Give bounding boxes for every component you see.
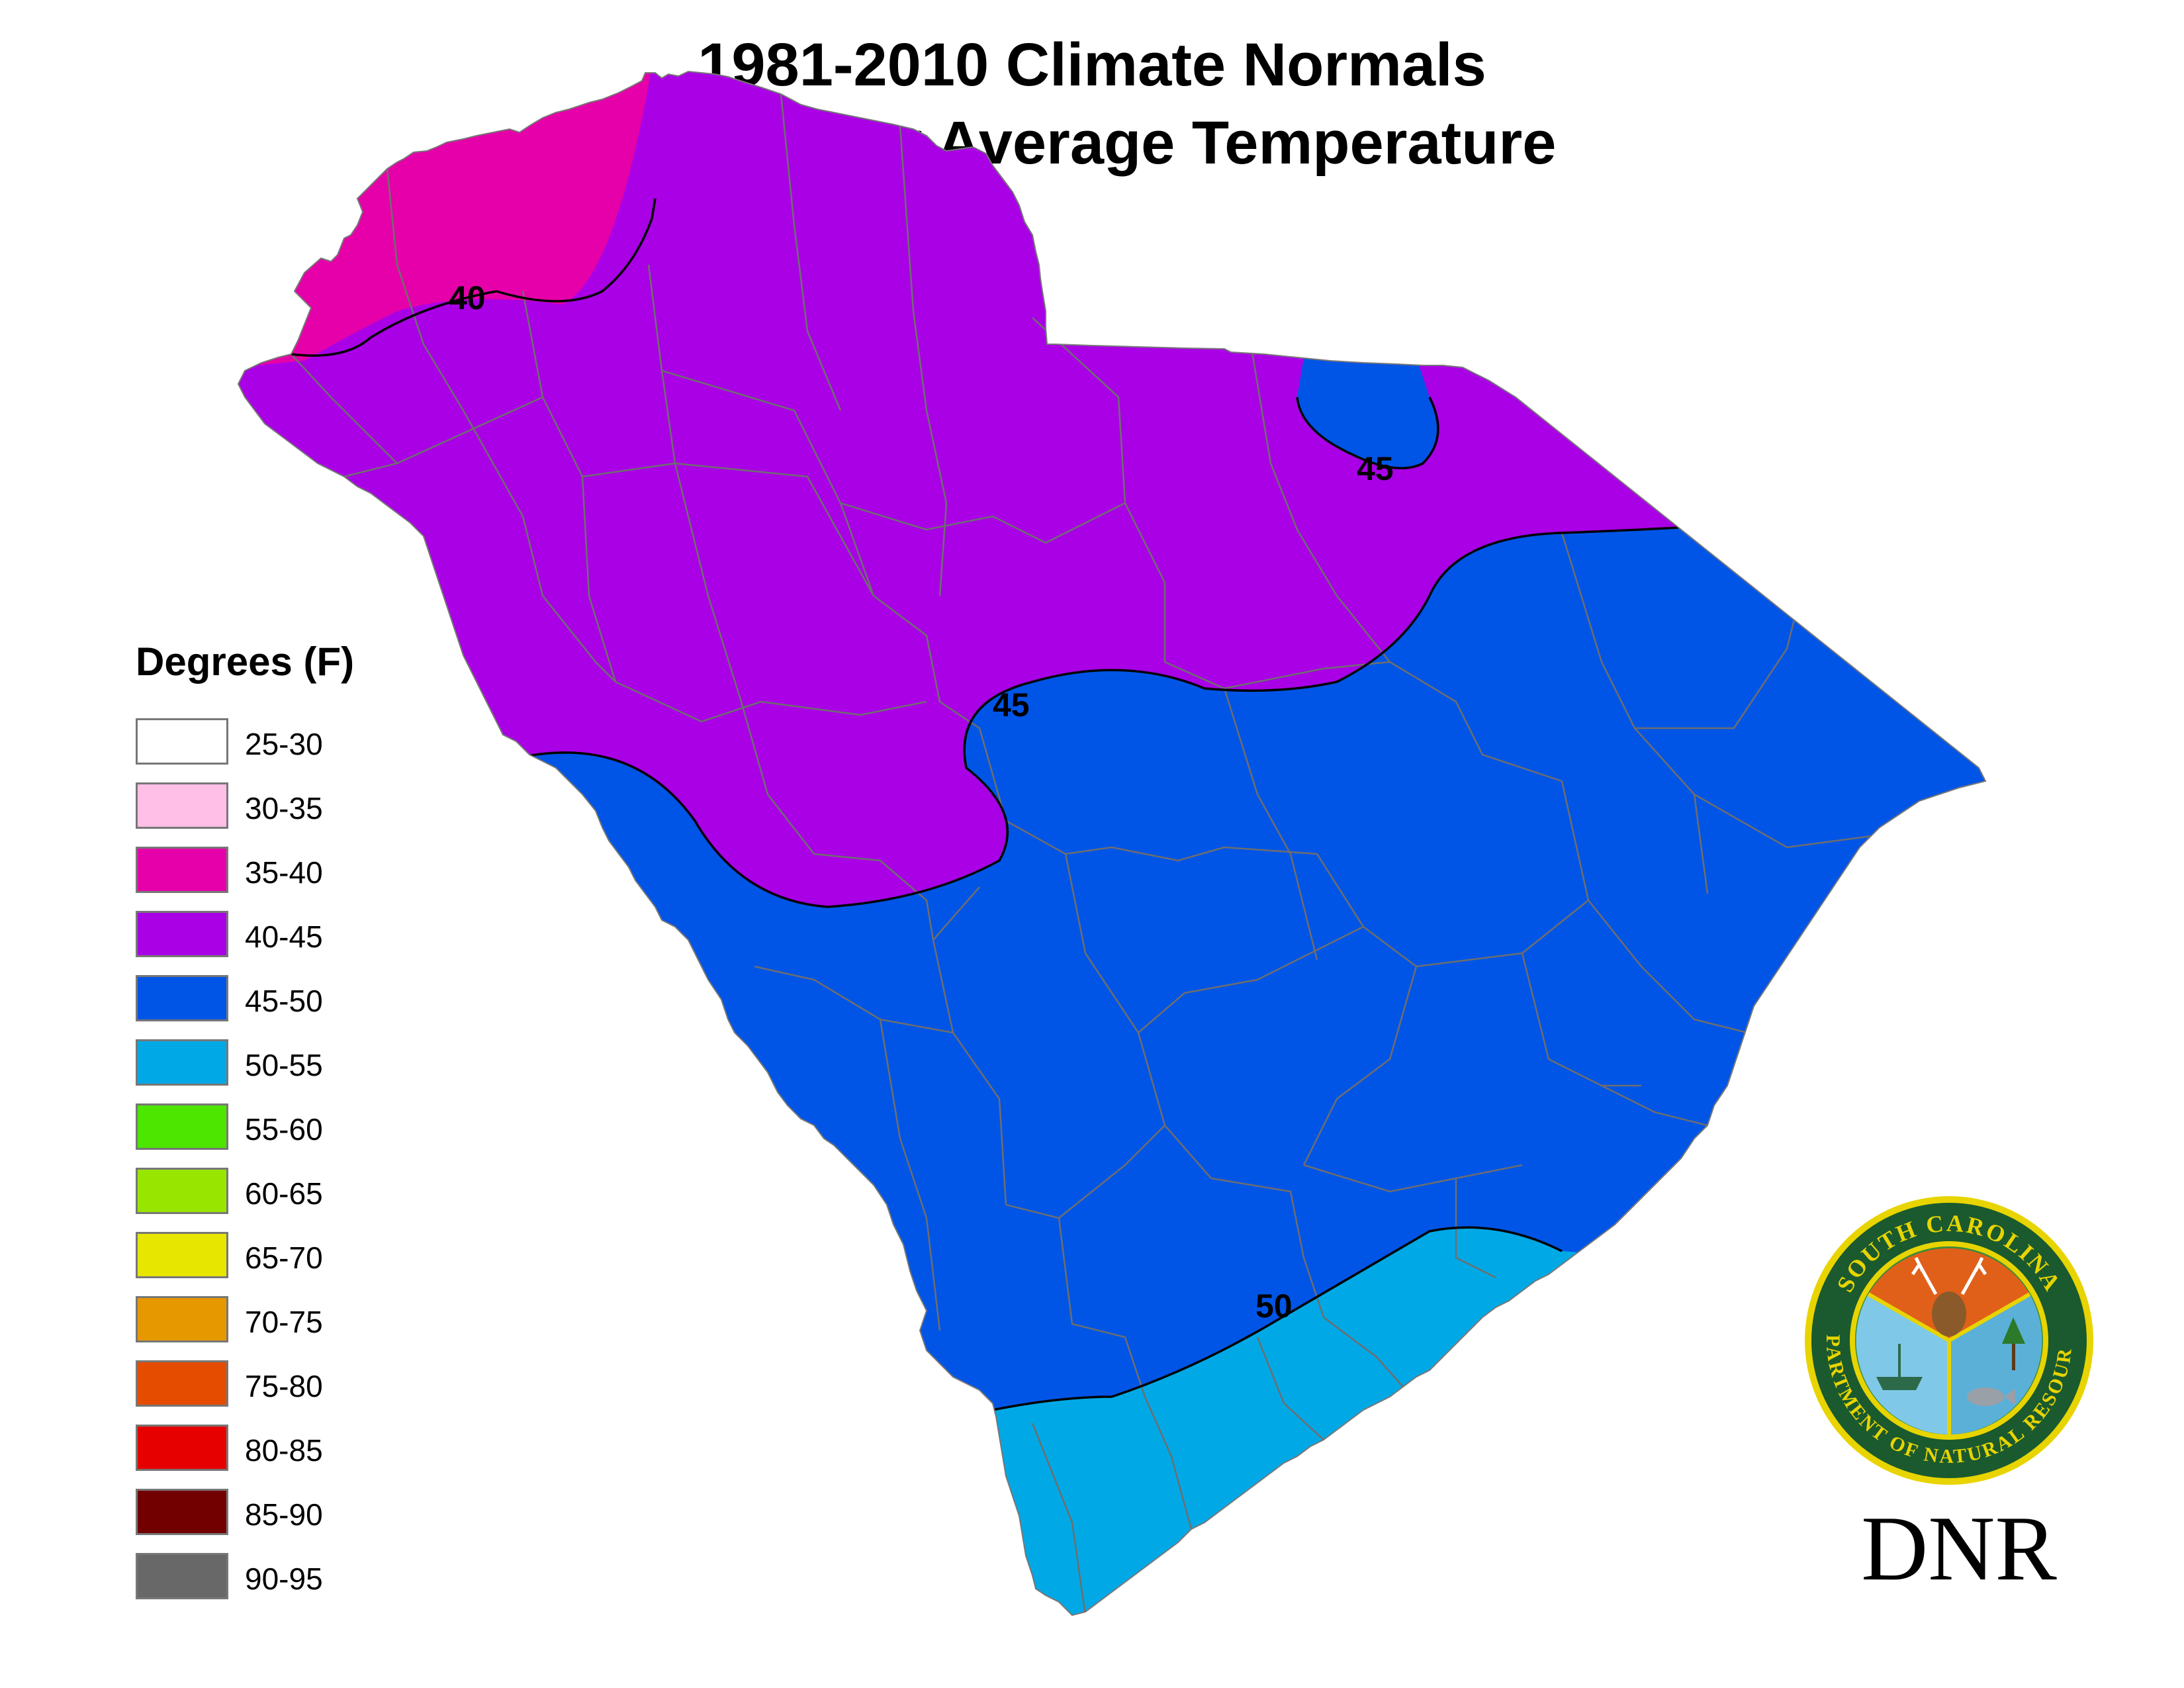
legend-label: 60-65	[245, 1176, 323, 1211]
isotherm-45-north	[1296, 397, 1439, 470]
isotherm-50	[992, 1226, 1563, 1411]
fish-icon	[1967, 1387, 2015, 1406]
legend-swatch	[136, 1039, 228, 1086]
legend-swatch	[136, 782, 228, 829]
legend-swatch	[136, 1360, 228, 1407]
contour-label-45-mid: 45	[993, 686, 1030, 724]
legend-label: 85-90	[245, 1497, 323, 1532]
legend-swatch	[136, 1296, 228, 1342]
contour-label-40: 40	[449, 279, 486, 316]
contour-label-50: 50	[1255, 1288, 1293, 1325]
legend-label: 80-85	[245, 1433, 323, 1468]
map-title-line-1: 1981-2010 Climate Normals	[698, 31, 1486, 99]
legend-swatch	[136, 1103, 228, 1150]
boat-icon	[1876, 1344, 1923, 1390]
legend-swatch	[136, 847, 228, 893]
legend-label: 35-40	[245, 855, 323, 890]
isotherm-45-main	[502, 525, 1702, 908]
deer-icon	[1911, 1256, 1987, 1336]
isotherm-lines	[291, 198, 1702, 1411]
contour-label-45-north: 45	[1357, 450, 1394, 487]
legend-label: 45-50	[245, 984, 323, 1018]
legend-label: 30-35	[245, 791, 323, 825]
legend-swatch	[136, 1489, 228, 1535]
legend-label: 25-30	[245, 727, 323, 761]
legend-swatch	[136, 1425, 228, 1471]
dnr-wordmark: DNR	[1861, 1497, 2057, 1600]
legend-label: 75-80	[245, 1369, 323, 1403]
legend-label: 40-45	[245, 919, 323, 954]
legend-swatch	[136, 718, 228, 765]
legend-swatch	[136, 1553, 228, 1599]
legend-swatch	[136, 975, 228, 1021]
legend-label: 90-95	[245, 1562, 323, 1596]
legend-title: Degrees (F)	[136, 639, 355, 684]
legend-label: 70-75	[245, 1305, 323, 1339]
tree-icon	[2002, 1317, 2025, 1370]
legend-label: 50-55	[245, 1048, 323, 1082]
zone-45-50-north	[1297, 357, 1438, 469]
isotherm-40	[291, 198, 657, 357]
legend-label: 65-70	[245, 1241, 323, 1275]
legend-swatch	[136, 1232, 228, 1278]
legend-swatch	[136, 1168, 228, 1214]
legend-label: 55-60	[245, 1112, 323, 1147]
county-boundaries	[291, 93, 1953, 1615]
legend-swatch	[136, 911, 228, 957]
